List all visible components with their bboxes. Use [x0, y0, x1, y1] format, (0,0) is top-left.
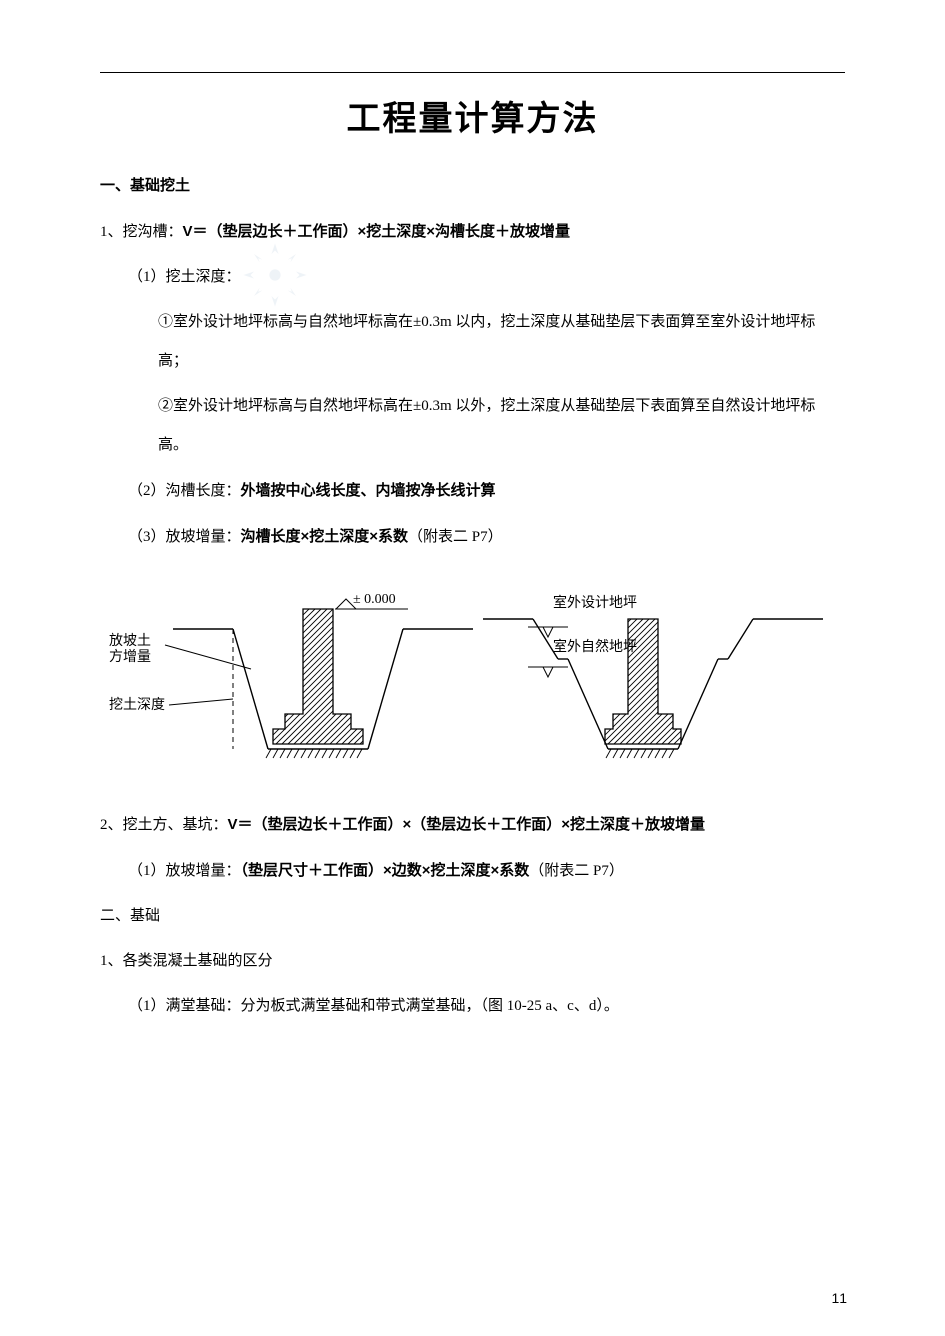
sub-2-1-suffix: （附表二 P7）	[529, 863, 624, 879]
sub-2-1-1: （1）满堂基础：分为板式满堂基础和带式满堂基础，（图 10-25 a、c、d）。	[100, 987, 845, 1026]
header-rule	[100, 72, 845, 73]
item-1-prefix: 1、挖沟槽：	[100, 224, 183, 240]
item-1: 1、挖沟槽：V＝（垫层边长＋工作面）×挖土深度×沟槽长度＋放坡增量	[100, 212, 845, 252]
svg-text:室外设计地坪: 室外设计地坪	[553, 594, 637, 611]
item-2-formula: V＝（垫层边长＋工作面）×（垫层边长＋工作面）×挖土深度＋放坡增量	[228, 816, 706, 833]
sub-1-1-label: （1）挖土深度：	[100, 258, 845, 297]
item-1-formula: V＝（垫层边长＋工作面）×挖土深度×沟槽长度＋放坡增量	[183, 223, 571, 240]
svg-text:室外自然地坪: 室外自然地坪	[553, 638, 637, 655]
section-1-heading-text: 一、基础挖土	[100, 177, 190, 194]
sub-2-1-bold: （垫层尺寸＋工作面）×边数×挖土深度×系数	[241, 862, 530, 879]
page-number: 1 1	[832, 1290, 845, 1306]
svg-text:方增量: 方增量	[109, 649, 151, 665]
sub-1-3-prefix: （3）放坡增量：	[128, 529, 241, 545]
diagram-svg: ± 0.000 放坡土方增量挖土深度 室外设计地坪室外自然地坪	[103, 579, 843, 779]
sub-1-2-bold: 外墙按中心线长度、内墙按净长线计算	[241, 482, 496, 499]
sub-1-2-prefix: （2）沟槽长度：	[128, 483, 241, 499]
item-2-1: 1、各类混凝土基础的区分	[100, 942, 845, 981]
sub-2-1-prefix: （1）放坡增量：	[128, 863, 241, 879]
section-1-heading: 一、基础挖土	[100, 166, 845, 206]
svg-text:挖土深度: 挖土深度	[109, 697, 165, 713]
sub-1-3-bold: 沟槽长度×挖土深度×系数	[241, 528, 409, 545]
item-2: 2、挖土方、基坑：V＝（垫层边长＋工作面）×（垫层边长＋工作面）×挖土深度＋放坡…	[100, 805, 845, 845]
sub-2-1: （1）放坡增量：（垫层尺寸＋工作面）×边数×挖土深度×系数（附表二 P7）	[100, 851, 845, 891]
sub-1-2: （2）沟槽长度：外墙按中心线长度、内墙按净长线计算	[100, 471, 845, 511]
svg-text:放坡土: 放坡土	[109, 633, 151, 649]
sub-1-1-b: ②室外设计地坪标高与自然地坪标高在±0.3m 以外，挖土深度从基础垫层下表面算至…	[100, 387, 845, 465]
item-2-prefix: 2、挖土方、基坑：	[100, 817, 228, 833]
sub-1-1-a: ①室外设计地坪标高与自然地坪标高在±0.3m 以内，挖土深度从基础垫层下表面算至…	[100, 303, 845, 381]
document-page: 工程量计算方法 一、基础挖土 1、挖沟槽：V＝（垫层边长＋工作面）×挖土深度×沟…	[0, 0, 945, 1336]
svg-text:± 0.000: ± 0.000	[353, 592, 396, 607]
sub-1-3: （3）放坡增量：沟槽长度×挖土深度×系数（附表二 P7）	[100, 517, 845, 557]
page-title: 工程量计算方法	[100, 91, 845, 140]
section-2-heading: 二、基础	[100, 897, 845, 936]
cross-section-diagram: ± 0.000 放坡土方增量挖土深度 室外设计地坪室外自然地坪	[100, 579, 845, 779]
sub-1-3-suffix: （附表二 P7）	[408, 529, 503, 545]
